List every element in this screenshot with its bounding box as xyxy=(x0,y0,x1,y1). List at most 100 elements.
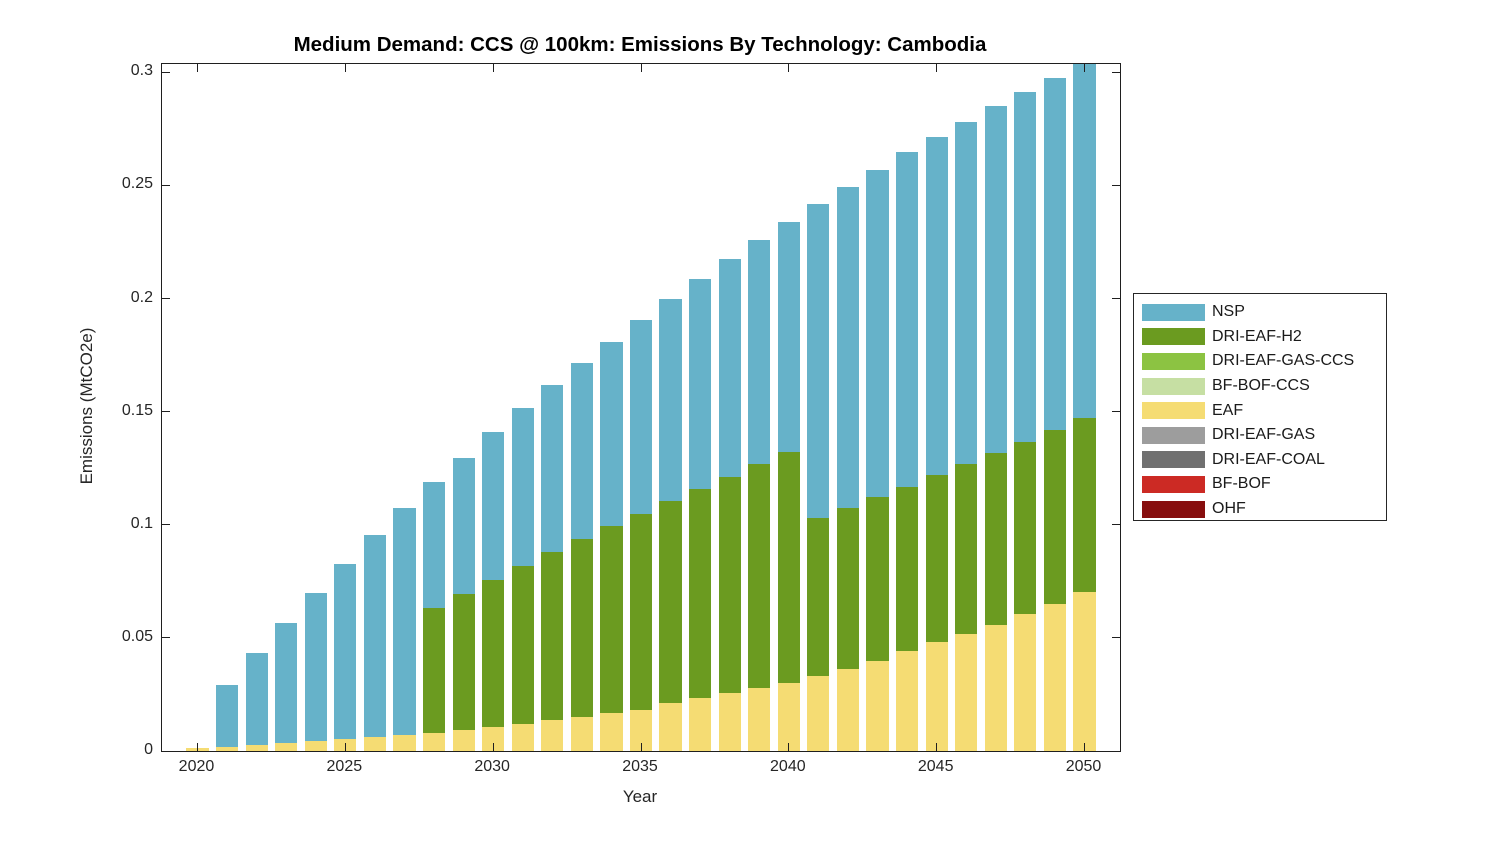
y-tick-mark-right xyxy=(1112,411,1120,413)
y-tick-label: 0 xyxy=(144,741,153,758)
bar-segment-eaf-2029 xyxy=(452,729,475,751)
bar-segment-nsp-2047 xyxy=(984,105,1007,453)
legend-label: DRI-EAF-H2 xyxy=(1212,327,1302,345)
bar-segment-nsp-2048 xyxy=(1014,92,1037,442)
bar-segment-nsp-2038 xyxy=(718,259,741,477)
legend-item-dri-eaf-gas: DRI-EAF-GAS xyxy=(1142,423,1386,448)
bar-segment-dri-eaf-h2-2038 xyxy=(718,476,741,694)
y-tick-mark-left xyxy=(162,71,170,73)
bar-segment-dri-eaf-h2-2028 xyxy=(422,607,446,733)
legend-label: DRI-EAF-GAS xyxy=(1212,426,1316,444)
x-tick-label: 2045 xyxy=(917,758,954,775)
x-tick-mark-top xyxy=(196,64,198,72)
bar-segment-dri-eaf-h2-2044 xyxy=(896,487,919,651)
legend-swatch-dri-eaf-gas xyxy=(1142,426,1205,444)
bar-segment-nsp-2039 xyxy=(748,239,771,465)
legend-item-bf-bof-ccs: BF-BOF-CCS xyxy=(1142,374,1386,399)
bar-segment-dri-eaf-h2-2050 xyxy=(1073,417,1096,593)
bar-segment-nsp-2041 xyxy=(807,204,830,519)
legend-label: OHF xyxy=(1212,500,1246,518)
legend-item-eaf: EAF xyxy=(1142,398,1386,423)
bar-segment-nsp-2035 xyxy=(629,319,653,514)
y-tick-mark-left xyxy=(162,184,170,186)
legend-swatch-eaf xyxy=(1142,402,1205,420)
bar-segment-dri-eaf-h2-2045 xyxy=(925,475,948,643)
bar-segment-eaf-2048 xyxy=(1014,614,1037,751)
legend-label: BF-BOF-CCS xyxy=(1212,377,1310,395)
bar-segment-eaf-2049 xyxy=(1043,603,1067,751)
legend-swatch-ohf xyxy=(1142,500,1205,518)
bar-segment-dri-eaf-h2-2047 xyxy=(984,452,1007,625)
bar-segment-eaf-2045 xyxy=(925,642,948,751)
y-tick-mark-left xyxy=(162,524,170,526)
y-tick-label: 0.3 xyxy=(130,62,153,80)
bar-segment-eaf-2036 xyxy=(659,703,682,751)
y-tick-mark-right xyxy=(1112,637,1120,639)
y-tick-label: 0.25 xyxy=(121,175,153,193)
bar-segment-nsp-2034 xyxy=(600,341,623,527)
legend: NSP DRI-EAF-H2 DRI-EAF-GAS-CCS BF-BOF-CCS EA… xyxy=(1133,293,1387,521)
x-tick-mark-bottom xyxy=(1084,743,1086,751)
bar-segment-eaf-2039 xyxy=(748,688,771,751)
legend-swatch-bf-bof xyxy=(1142,475,1205,493)
bar-segment-nsp-2050 xyxy=(1073,64,1096,418)
x-axis-label: Year xyxy=(622,787,658,806)
bar-segment-eaf-2042 xyxy=(836,669,860,751)
legend-swatch-bf-bof-ccs xyxy=(1142,377,1205,395)
legend-label: BF-BOF xyxy=(1212,475,1271,493)
bar-segment-dri-eaf-h2-2046 xyxy=(955,463,978,635)
y-tick-mark-right xyxy=(1112,524,1120,526)
y-tick-label: 0.2 xyxy=(130,288,153,306)
chart-title: Medium Demand: CCS @ 100km: Emissions By… xyxy=(293,33,987,56)
x-tick-label: 2050 xyxy=(1065,758,1102,775)
legend-item-dri-eaf-coal: DRI-EAF-COAL xyxy=(1142,448,1386,473)
bar-segment-eaf-2050 xyxy=(1073,592,1096,751)
bar-segment-dri-eaf-h2-2036 xyxy=(659,501,682,704)
x-tick-mark-bottom xyxy=(640,743,642,751)
bar-segment-nsp-2033 xyxy=(570,362,593,540)
bar-segment-eaf-2022 xyxy=(245,745,268,751)
bar-segment-eaf-2044 xyxy=(896,650,919,751)
bar-segment-nsp-2023 xyxy=(275,622,298,744)
bar-segment-dri-eaf-h2-2040 xyxy=(777,451,800,683)
bar-segment-eaf-2041 xyxy=(807,676,830,751)
x-tick-mark-top xyxy=(640,64,642,72)
bar-segment-nsp-2029 xyxy=(452,457,475,595)
bar-segment-dri-eaf-h2-2032 xyxy=(541,551,564,721)
y-tick-mark-right xyxy=(1112,298,1120,300)
bar-segment-eaf-2032 xyxy=(541,720,564,751)
bar-segment-eaf-2037 xyxy=(689,697,712,751)
legend-swatch-dri-eaf-h2 xyxy=(1142,328,1205,346)
x-tick-mark-top xyxy=(936,64,938,72)
y-tick-mark-left xyxy=(162,750,170,752)
y-tick-mark-left xyxy=(162,411,170,413)
bar-segment-eaf-2033 xyxy=(570,716,593,751)
legend-label: EAF xyxy=(1212,401,1244,419)
bar-segment-dri-eaf-h2-2029 xyxy=(452,594,475,730)
y-tick-label: 0.1 xyxy=(130,514,153,532)
bar-segment-nsp-2043 xyxy=(866,169,889,498)
x-tick-mark-top xyxy=(492,64,494,72)
bar-segment-eaf-2035 xyxy=(629,709,653,751)
bar-segment-eaf-2030 xyxy=(482,726,505,751)
bar-segment-nsp-2028 xyxy=(422,482,446,608)
x-tick-mark-top xyxy=(344,64,346,72)
legend-label: NSP xyxy=(1212,303,1245,321)
legend-swatch-dri-eaf-gas-ccs xyxy=(1142,352,1205,370)
bar-segment-nsp-2045 xyxy=(925,136,948,476)
legend-item-dri-eaf-h2: DRI-EAF-H2 xyxy=(1142,325,1386,350)
bar-segment-eaf-2021 xyxy=(215,747,239,751)
legend-item-ohf: OHF xyxy=(1142,497,1386,522)
bar-segment-dri-eaf-h2-2034 xyxy=(600,526,623,714)
bar-segment-eaf-2047 xyxy=(984,625,1007,751)
y-tick-mark-left xyxy=(162,637,170,639)
x-tick-mark-bottom xyxy=(492,743,494,751)
x-tick-label: 2025 xyxy=(326,758,363,775)
y-tick-label: 0.05 xyxy=(121,627,153,645)
bar-segment-eaf-2038 xyxy=(718,693,741,751)
legend-label: DRI-EAF-GAS-CCS xyxy=(1212,352,1355,370)
bar-segment-eaf-2024 xyxy=(304,741,327,751)
x-tick-mark-top xyxy=(788,64,790,72)
bar-segment-eaf-2046 xyxy=(955,634,978,751)
